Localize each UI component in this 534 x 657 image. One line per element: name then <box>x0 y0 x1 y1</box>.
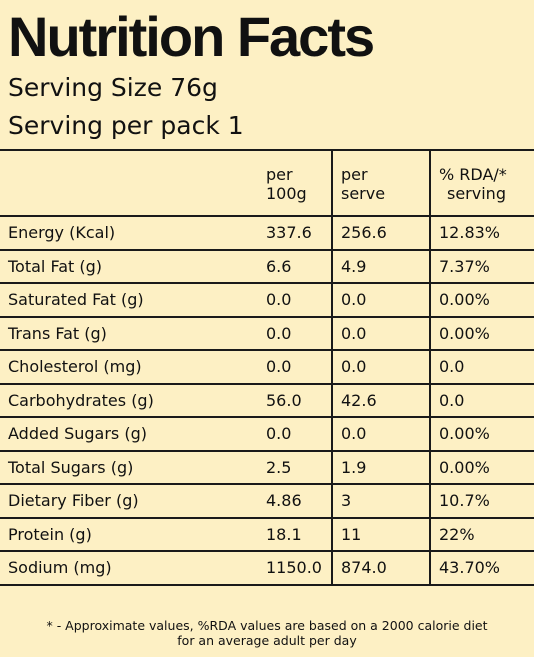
nutrition-table: per 100g per serve % RDA/* serving Energ… <box>0 149 534 586</box>
servings-per-pack: Serving per pack 1 <box>8 111 244 140</box>
table-row: Cholesterol (mg) 0.0 0.0 0.0 <box>0 349 534 385</box>
rda-value: 0.00% <box>429 449 534 485</box>
footnote-line-1: * - Approximate values, %RDA values are … <box>46 618 488 633</box>
per-100g-value: 337.6 <box>258 215 332 251</box>
per-100g-value: 2.5 <box>258 449 332 485</box>
footnote-line-2: for an average adult per day <box>177 633 357 648</box>
per-serve-value: 42.6 <box>331 382 430 418</box>
rda-value: 0.00% <box>429 416 534 452</box>
per-serve-value: 3 <box>331 483 430 519</box>
nutrient-column-header <box>0 149 258 217</box>
per-serve-value: 874.0 <box>331 550 430 586</box>
nutrient-name: Saturated Fat (g) <box>0 282 258 318</box>
nutrient-name: Protein (g) <box>0 516 258 552</box>
nutrient-name: Total Fat (g) <box>0 248 258 284</box>
nutrient-name: Cholesterol (mg) <box>0 349 258 385</box>
rda-value: 43.70% <box>429 550 534 586</box>
per-serve-column-header: per serve <box>331 149 430 217</box>
per-100g-value: 0.0 <box>258 282 332 318</box>
table-row: Saturated Fat (g) 0.0 0.0 0.00% <box>0 282 534 318</box>
nutrient-name: Energy (Kcal) <box>0 215 258 251</box>
per-100g-value: 0.0 <box>258 349 332 385</box>
per-100g-value: 4.86 <box>258 483 332 519</box>
rda-column-header: % RDA/* serving <box>429 149 534 217</box>
rda-value: 22% <box>429 516 534 552</box>
nutrient-name: Added Sugars (g) <box>0 416 258 452</box>
footnote: * - Approximate values, %RDA values are … <box>0 618 534 648</box>
per-100g-value: 18.1 <box>258 516 332 552</box>
per-serve-value: 0.0 <box>331 315 430 351</box>
serving-size: Serving Size 76g <box>8 73 218 102</box>
table-header-row: per 100g per serve % RDA/* serving <box>0 149 534 217</box>
nutrient-name: Trans Fat (g) <box>0 315 258 351</box>
rda-value: 12.83% <box>429 215 534 251</box>
nutrient-name: Carbohydrates (g) <box>0 382 258 418</box>
nutrient-name: Dietary Fiber (g) <box>0 483 258 519</box>
table-row: Carbohydrates (g) 56.0 42.6 0.0 <box>0 382 534 418</box>
per-100g-value: 0.0 <box>258 416 332 452</box>
per-100g-value: 56.0 <box>258 382 332 418</box>
rda-value: 7.37% <box>429 248 534 284</box>
per-serve-value: 1.9 <box>331 449 430 485</box>
per-100g-value: 0.0 <box>258 315 332 351</box>
table-row: Protein (g) 18.1 11 22% <box>0 516 534 552</box>
rda-value: 10.7% <box>429 483 534 519</box>
per-100g-value: 1150.0 <box>258 550 332 586</box>
page-title: Nutrition Facts <box>8 5 375 68</box>
nutrient-name: Sodium (mg) <box>0 550 258 586</box>
table-row: Trans Fat (g) 0.0 0.0 0.00% <box>0 315 534 351</box>
per-serve-value: 0.0 <box>331 349 430 385</box>
table-row: Sodium (mg) 1150.0 874.0 43.70% <box>0 550 534 586</box>
table-row: Energy (Kcal) 337.6 256.6 12.83% <box>0 215 534 251</box>
per-serve-value: 0.0 <box>331 282 430 318</box>
per-serve-value: 4.9 <box>331 248 430 284</box>
table-row: Total Sugars (g) 2.5 1.9 0.00% <box>0 449 534 485</box>
per-serve-value: 256.6 <box>331 215 430 251</box>
table-row: Total Fat (g) 6.6 4.9 7.37% <box>0 248 534 284</box>
nutrient-name: Total Sugars (g) <box>0 449 258 485</box>
rda-value: 0.0 <box>429 349 534 385</box>
per-serve-value: 0.0 <box>331 416 430 452</box>
per-100g-value: 6.6 <box>258 248 332 284</box>
per-100g-column-header: per 100g <box>258 149 332 217</box>
per-serve-value: 11 <box>331 516 430 552</box>
table-row: Added Sugars (g) 0.0 0.0 0.00% <box>0 416 534 452</box>
table-row: Dietary Fiber (g) 4.86 3 10.7% <box>0 483 534 519</box>
rda-value: 0.00% <box>429 315 534 351</box>
rda-value: 0.00% <box>429 282 534 318</box>
rda-value: 0.0 <box>429 382 534 418</box>
